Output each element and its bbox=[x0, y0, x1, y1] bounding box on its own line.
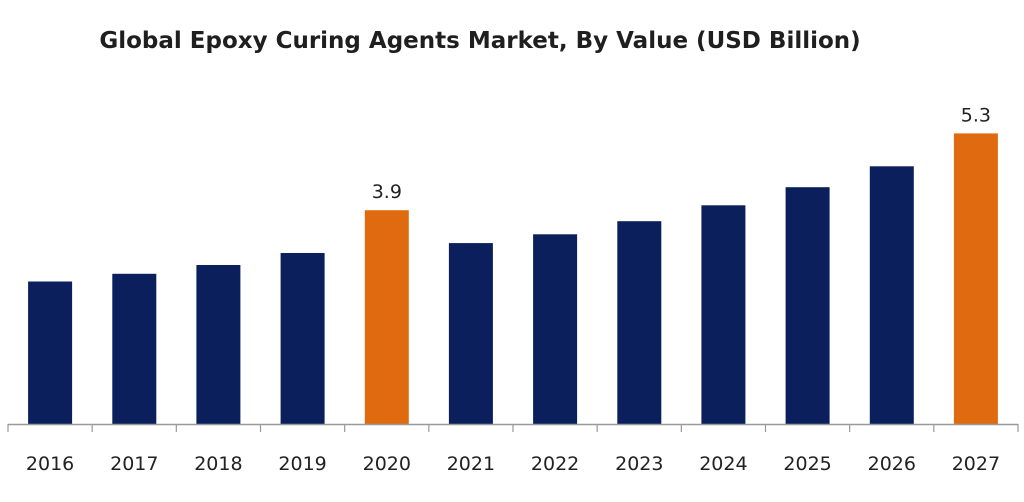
bar-2020 bbox=[364, 210, 409, 424]
x-tick-label-2027: 2027 bbox=[952, 453, 1000, 475]
bars-layer bbox=[28, 133, 998, 425]
bar-2023 bbox=[617, 221, 662, 424]
x-tick-label-2024: 2024 bbox=[699, 453, 747, 475]
x-tick-label-2019: 2019 bbox=[278, 453, 326, 475]
x-tick-label-2026: 2026 bbox=[868, 453, 916, 475]
bar-2017 bbox=[112, 273, 157, 424]
bar-2027 bbox=[953, 133, 998, 424]
bar-2025 bbox=[785, 187, 830, 424]
x-tick-label-2023: 2023 bbox=[615, 453, 663, 475]
bar-2018 bbox=[196, 265, 241, 424]
x-tick-label-2018: 2018 bbox=[194, 453, 242, 475]
bar-2019 bbox=[280, 253, 325, 424]
data-label-2027: 5.3 bbox=[961, 104, 991, 126]
labels-layer: 2016 2017 2018 2019 2020 3.9 2021 2022 2023 2024 2… bbox=[26, 104, 1000, 475]
x-tick-label-2016: 2016 bbox=[26, 453, 74, 475]
x-tick-label-2025: 2025 bbox=[783, 453, 831, 475]
data-label-2020: 3.9 bbox=[372, 181, 402, 203]
x-tick-label-2021: 2021 bbox=[447, 453, 495, 475]
x-tick-label-2017: 2017 bbox=[110, 453, 158, 475]
x-tick-label-2020: 2020 bbox=[363, 453, 411, 475]
chart-title: Global Epoxy Curing Agents Market, By Va… bbox=[99, 28, 861, 54]
bar-2021 bbox=[448, 243, 493, 424]
bar-2026 bbox=[869, 166, 914, 425]
bar-2024 bbox=[701, 205, 746, 424]
bar-2022 bbox=[533, 234, 578, 424]
x-axis bbox=[7, 423, 1019, 432]
bar-2016 bbox=[28, 281, 73, 424]
x-tick-label-2022: 2022 bbox=[531, 453, 579, 475]
